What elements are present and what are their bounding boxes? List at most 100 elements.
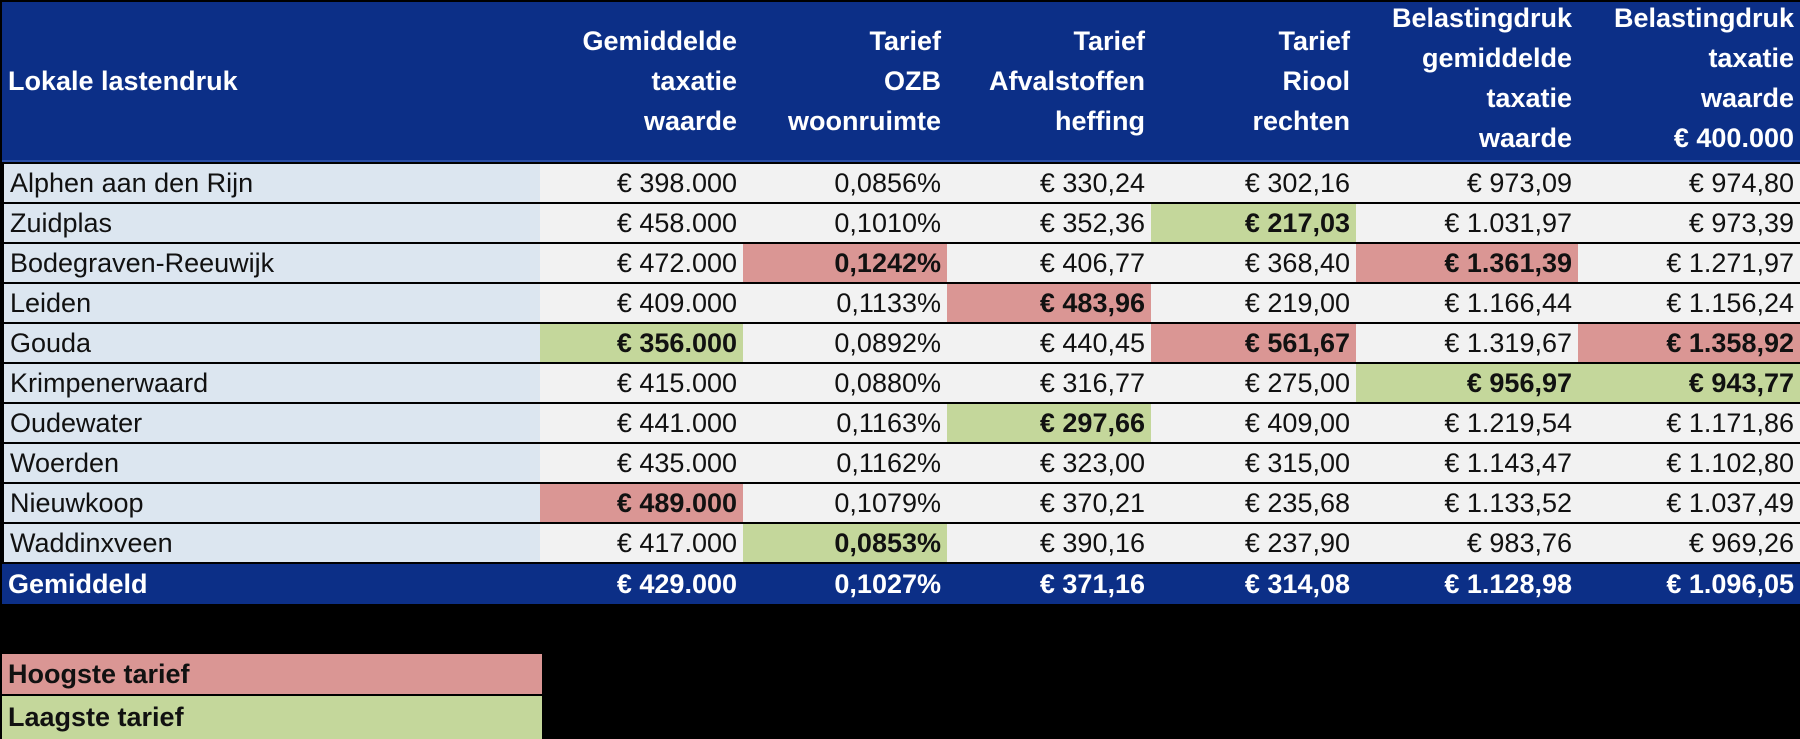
table-cell: € 983,76 bbox=[1466, 527, 1572, 558]
table-cell: € 235,68 bbox=[1244, 487, 1350, 518]
column-header-line: taxatie bbox=[651, 66, 737, 96]
table-cell: € 368,40 bbox=[1244, 247, 1350, 278]
municipality-name: Bodegraven-Reeuwijk bbox=[2, 244, 540, 282]
table-cell: € 390,16 bbox=[1039, 527, 1145, 558]
column-header-2: Tarief OZB woonruimte bbox=[743, 2, 947, 160]
table-cell: 0,0880% bbox=[834, 367, 941, 398]
legend-lowest-label: Laagste tarief bbox=[8, 702, 184, 732]
table-cell: € 275,00 bbox=[1244, 367, 1350, 398]
table-row: Nieuwkoop € 489.000 0,1079% € 370,21 € 235,6… bbox=[2, 484, 1800, 522]
table-cell: € 483,96 bbox=[947, 284, 1151, 322]
table-cell: € 370,21 bbox=[1039, 487, 1145, 518]
table-cell: € 356.000 bbox=[540, 324, 743, 362]
column-header-0: Lokale lastendruk bbox=[2, 2, 540, 160]
total-row: Gemiddeld € 429.000 0,1027% € 371,16 € 314,0… bbox=[2, 564, 1800, 604]
column-header-line: taxatie bbox=[1486, 83, 1572, 113]
table-row: Bodegraven-Reeuwijk € 472.000 0,1242% € 406… bbox=[2, 244, 1800, 282]
column-header-line: Afvalstoffen bbox=[988, 66, 1145, 96]
legend-lowest: Laagste tarief bbox=[2, 696, 542, 739]
table-cell: € 1.143,47 bbox=[1444, 447, 1572, 478]
table-cell: € 1.358,92 bbox=[1578, 324, 1800, 362]
table-cell: 0,0853% bbox=[743, 524, 947, 562]
municipality-name: Nieuwkoop bbox=[2, 484, 540, 522]
legend-highest-label: Hoogste tarief bbox=[8, 658, 190, 689]
table-cell: € 323,00 bbox=[1039, 447, 1145, 478]
table-cell: € 943,77 bbox=[1578, 364, 1800, 402]
table-cell: € 561,67 bbox=[1151, 324, 1356, 362]
municipality-name: Zuidplas bbox=[2, 204, 540, 242]
table-cell: 0,1133% bbox=[836, 287, 941, 318]
table-cell: € 302,16 bbox=[1244, 167, 1350, 198]
column-header-line: waarde bbox=[1700, 83, 1794, 113]
table-cell: € 969,26 bbox=[1688, 527, 1794, 558]
table-cell: € 1.171,86 bbox=[1666, 407, 1794, 438]
table-cell: € 316,77 bbox=[1039, 367, 1145, 398]
table-cell: 0,0892% bbox=[834, 327, 941, 358]
column-header-line: € 400.000 bbox=[1673, 123, 1794, 153]
table-cell: 0,0856% bbox=[834, 167, 941, 198]
table-cell: € 1.166,44 bbox=[1444, 287, 1572, 318]
table-cell: € 458.000 bbox=[616, 207, 737, 238]
table-cell: € 217,03 bbox=[1151, 204, 1356, 242]
table-cell: € 974,80 bbox=[1688, 167, 1794, 198]
table-cell: € 1.156,24 bbox=[1666, 287, 1794, 318]
table-cell: € 219,00 bbox=[1244, 287, 1350, 318]
column-header-line: gemiddelde bbox=[1421, 43, 1572, 73]
municipality-name: Alphen aan den Rijn bbox=[2, 164, 540, 202]
table-row: Alphen aan den Rijn € 398.000 0,0856% € 330… bbox=[2, 164, 1800, 202]
total-label: Gemiddeld bbox=[8, 568, 148, 599]
table-cell: € 1.219,54 bbox=[1444, 407, 1572, 438]
table-cell: € 1.102,80 bbox=[1666, 447, 1794, 478]
table-cell: 0,1242% bbox=[743, 244, 947, 282]
legend-highest: Hoogste tarief bbox=[2, 654, 542, 694]
column-header-line: Lokale lastendruk bbox=[8, 66, 238, 96]
column-header-4: Tarief Riool rechten bbox=[1151, 2, 1356, 160]
lastendruk-table: Lokale lastendruk Gemiddelde taxatie waarde… bbox=[2, 2, 1800, 604]
total-cell: € 371,16 bbox=[1039, 568, 1145, 599]
column-header-line: waarde bbox=[1478, 123, 1572, 153]
table-row: Waddinxveen € 417.000 0,0853% € 390,16 € 237… bbox=[2, 524, 1800, 562]
column-header-line: Gemiddelde bbox=[582, 26, 737, 56]
table-cell: € 406,77 bbox=[1039, 247, 1145, 278]
municipality-name: Leiden bbox=[2, 284, 540, 322]
total-cell: 0,1027% bbox=[834, 568, 941, 599]
column-header-1: Gemiddelde taxatie waarde bbox=[540, 2, 743, 160]
table-cell: € 956,97 bbox=[1356, 364, 1578, 402]
total-cell: € 314,08 bbox=[1244, 568, 1350, 599]
column-header-line: Belastingdruk bbox=[1391, 3, 1572, 33]
table-cell: € 441.000 bbox=[616, 407, 737, 438]
table-row: Krimpenerwaard € 415.000 0,0880% € 316,77 € … bbox=[2, 364, 1800, 402]
table-cell: € 1.031,97 bbox=[1444, 207, 1572, 238]
table-cell: € 1.037,49 bbox=[1666, 487, 1794, 518]
table-cell: € 440,45 bbox=[1039, 327, 1145, 358]
table-header: Lokale lastendruk Gemiddelde taxatie waarde… bbox=[2, 2, 1800, 162]
table-cell: 0,1163% bbox=[836, 407, 941, 438]
column-header-line: taxatie bbox=[1708, 43, 1794, 73]
table-cell: 0,1162% bbox=[836, 447, 941, 478]
column-header-line: Tarief bbox=[1073, 26, 1145, 56]
column-header-5: Belastingdruk gemiddelde taxatie waarde bbox=[1356, 2, 1578, 160]
table-row: Oudewater € 441.000 0,1163% € 297,66 € 409,0… bbox=[2, 404, 1800, 442]
table-cell: € 1.319,67 bbox=[1444, 327, 1572, 358]
table-row: Leiden € 409.000 0,1133% € 483,96 € 219,00 € … bbox=[2, 284, 1800, 322]
table-cell: € 398.000 bbox=[616, 167, 737, 198]
column-header-line: OZB bbox=[884, 66, 941, 96]
column-header-line: Tarief bbox=[869, 26, 941, 56]
table-cell: € 415.000 bbox=[616, 367, 737, 398]
municipality-name: Waddinxveen bbox=[2, 524, 540, 562]
column-header-line: Belastingdruk bbox=[1613, 3, 1794, 33]
table-cell: € 472.000 bbox=[616, 247, 737, 278]
table-row: Zuidplas € 458.000 0,1010% € 352,36 € 217,03… bbox=[2, 204, 1800, 242]
table-cell: € 1.271,97 bbox=[1666, 247, 1794, 278]
total-cell: € 1.128,98 bbox=[1444, 568, 1572, 599]
total-cell: € 429.000 bbox=[616, 568, 737, 599]
table-cell: € 973,39 bbox=[1688, 207, 1794, 238]
table-cell: € 435.000 bbox=[616, 447, 737, 478]
table-cell: € 352,36 bbox=[1039, 207, 1145, 238]
table-cell: € 973,09 bbox=[1466, 167, 1572, 198]
table-cell: 0,1010% bbox=[834, 207, 941, 238]
table-row: Gouda € 356.000 0,0892% € 440,45 € 561,67 € 1… bbox=[2, 324, 1800, 362]
column-header-line: woonruimte bbox=[788, 106, 941, 136]
column-header-line: Tarief bbox=[1278, 26, 1350, 56]
table-cell: € 1.133,52 bbox=[1444, 487, 1572, 518]
